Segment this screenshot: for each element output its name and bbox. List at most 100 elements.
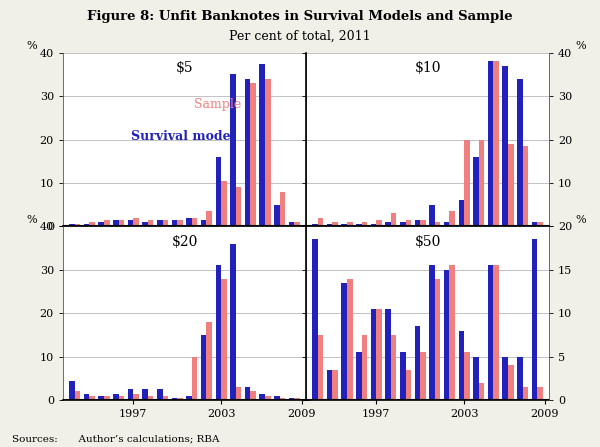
Bar: [259, 393, 265, 400]
Bar: [332, 370, 338, 400]
Bar: [142, 222, 148, 226]
Bar: [362, 222, 367, 226]
Text: $50: $50: [415, 235, 440, 249]
Text: Figure 8: Unfit Banknotes in Survival Models and Sample: Figure 8: Unfit Banknotes in Survival Mo…: [87, 10, 513, 23]
Bar: [347, 278, 353, 400]
Bar: [444, 222, 449, 226]
Bar: [163, 220, 168, 226]
Bar: [280, 192, 285, 226]
Bar: [104, 396, 110, 400]
Bar: [177, 220, 183, 226]
Bar: [104, 220, 110, 226]
Bar: [206, 211, 212, 226]
Bar: [532, 222, 537, 226]
Bar: [157, 389, 163, 400]
Bar: [464, 352, 470, 400]
Bar: [473, 157, 479, 226]
Bar: [294, 222, 300, 226]
Text: Survival model: Survival model: [131, 130, 235, 143]
Bar: [464, 139, 470, 226]
Bar: [517, 79, 523, 226]
Bar: [119, 396, 124, 400]
Bar: [172, 398, 177, 400]
Bar: [221, 181, 227, 226]
Bar: [215, 157, 221, 226]
Bar: [347, 222, 353, 226]
Bar: [508, 365, 514, 400]
Bar: [113, 393, 119, 400]
Bar: [236, 387, 241, 400]
Text: %: %: [26, 41, 37, 51]
Bar: [420, 220, 426, 226]
Bar: [376, 309, 382, 400]
Bar: [537, 387, 543, 400]
Text: %: %: [575, 41, 586, 51]
Bar: [69, 224, 75, 226]
Bar: [523, 387, 528, 400]
Bar: [201, 335, 206, 400]
Bar: [532, 240, 537, 400]
Text: Sample: Sample: [194, 98, 241, 111]
Bar: [312, 240, 318, 400]
Bar: [128, 220, 133, 226]
Bar: [294, 398, 300, 400]
Bar: [250, 83, 256, 226]
Bar: [201, 220, 206, 226]
Bar: [236, 187, 241, 226]
Bar: [289, 398, 294, 400]
Bar: [508, 144, 514, 226]
Bar: [449, 266, 455, 400]
Bar: [75, 392, 80, 400]
Bar: [69, 380, 75, 400]
Bar: [215, 266, 221, 400]
Bar: [274, 205, 280, 226]
Bar: [75, 224, 80, 226]
Bar: [98, 222, 104, 226]
Bar: [376, 220, 382, 226]
Bar: [356, 352, 362, 400]
Bar: [177, 398, 183, 400]
Bar: [385, 309, 391, 400]
Bar: [98, 396, 104, 400]
Bar: [89, 396, 95, 400]
Bar: [502, 357, 508, 400]
Bar: [186, 218, 192, 226]
Bar: [133, 218, 139, 226]
Bar: [415, 326, 420, 400]
Bar: [289, 222, 294, 226]
Bar: [400, 352, 406, 400]
Bar: [341, 224, 347, 226]
Text: $10: $10: [414, 61, 441, 76]
Bar: [493, 61, 499, 226]
Bar: [420, 352, 426, 400]
Bar: [371, 309, 376, 400]
Text: %: %: [575, 215, 586, 225]
Bar: [332, 222, 338, 226]
Bar: [523, 146, 528, 226]
Bar: [265, 396, 271, 400]
Bar: [318, 335, 323, 400]
Bar: [435, 278, 440, 400]
Bar: [458, 200, 464, 226]
Bar: [391, 335, 397, 400]
Bar: [479, 139, 484, 226]
Text: $5: $5: [176, 61, 193, 76]
Bar: [250, 392, 256, 400]
Bar: [406, 220, 411, 226]
Text: Sources:  Author’s calculations; RBA: Sources: Author’s calculations; RBA: [12, 434, 220, 443]
Bar: [362, 335, 367, 400]
Bar: [479, 383, 484, 400]
Bar: [230, 244, 236, 400]
Bar: [245, 79, 250, 226]
Bar: [415, 220, 420, 226]
Bar: [142, 389, 148, 400]
Bar: [221, 278, 227, 400]
Bar: [113, 220, 119, 226]
Bar: [312, 224, 318, 226]
Bar: [493, 266, 499, 400]
Bar: [444, 270, 449, 400]
Bar: [458, 331, 464, 400]
Bar: [119, 220, 124, 226]
Bar: [259, 63, 265, 226]
Bar: [148, 220, 154, 226]
